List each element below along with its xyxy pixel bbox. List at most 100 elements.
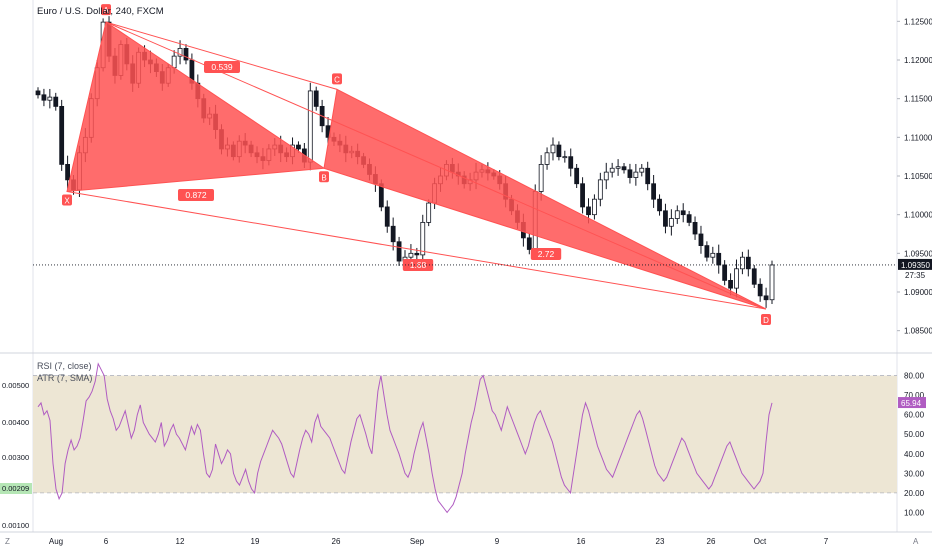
candle-down — [35, 90, 41, 96]
time-tick-label: 6 — [104, 537, 109, 546]
countdown-bg — [898, 269, 932, 280]
candle-up — [420, 221, 426, 256]
ratio-badge — [204, 61, 240, 73]
candle-up — [544, 152, 550, 165]
time-tick-label: 12 — [176, 537, 185, 546]
rsi-tick-label: 10.00 — [904, 508, 925, 517]
candle-down — [692, 221, 698, 235]
rsi-tick-label: 60.00 — [904, 411, 925, 420]
candle-down — [716, 252, 722, 266]
candle-up — [615, 166, 621, 169]
candle-down — [396, 241, 402, 262]
ratio-text: 1.68 — [410, 260, 427, 270]
candle-down — [41, 94, 47, 101]
rsi-tick-label: 30.00 — [904, 469, 925, 478]
ratio-text: 0.539 — [211, 62, 233, 72]
pattern-triangle-bcd — [323, 88, 767, 310]
candle-down — [751, 268, 757, 285]
candle-up — [177, 48, 183, 57]
countdown-value: 27:35 — [905, 271, 926, 280]
candle-down — [53, 96, 59, 107]
candle-down — [645, 167, 651, 185]
price-tick-label: 1.09000 — [904, 288, 932, 297]
price-tick-label: 1.12500 — [904, 17, 932, 26]
price-tick-label: 1.10000 — [904, 211, 932, 220]
pattern-triangle-xab — [66, 21, 326, 193]
candle-up — [538, 163, 544, 192]
candle-up — [769, 264, 775, 301]
ratio-label: 0.872 — [178, 189, 214, 201]
rsi-line — [37, 362, 773, 514]
price-tick-label: 1.11000 — [904, 133, 932, 142]
candle-down — [745, 256, 751, 270]
last-price-value: 1.09350 — [901, 261, 930, 270]
candle-down — [296, 144, 301, 150]
candle-down — [698, 233, 704, 246]
rsi-tick-label: 70.00 — [904, 391, 925, 400]
candle-down — [586, 206, 591, 216]
candle-up — [562, 156, 568, 159]
price-tick-label: 1.12000 — [904, 56, 932, 65]
candle-up — [592, 198, 597, 216]
pivot-b: B — [319, 171, 329, 183]
candle-down — [574, 167, 580, 185]
candle-down — [728, 279, 733, 289]
atr-tick-label: 0.00300 — [2, 453, 29, 462]
rsi-tick-label: 40.00 — [904, 450, 925, 459]
atr-value-badge — [0, 483, 32, 494]
time-tick-label: 19 — [251, 537, 260, 546]
ratio-badge — [178, 189, 214, 201]
time-tick-label: 7 — [824, 537, 829, 546]
candle-up — [609, 167, 615, 173]
rsi-value: 65.94 — [901, 399, 922, 408]
candle-down — [65, 163, 70, 181]
ratio-label: 0.539 — [204, 61, 240, 73]
pivot-label-text: C — [334, 75, 340, 84]
candle-down — [627, 169, 633, 178]
pivot-badge — [319, 171, 329, 183]
price-tick-label: 1.11500 — [904, 95, 932, 104]
candle-down — [313, 90, 319, 107]
candle-down — [580, 183, 585, 208]
pattern-line-ac — [105, 21, 338, 90]
candle-down — [757, 283, 763, 297]
rsi-tick-label: 20.00 — [904, 489, 925, 498]
candle-down — [763, 295, 769, 301]
candle-down — [59, 106, 65, 165]
pivot-a: A — [101, 4, 111, 16]
candle-down — [526, 237, 532, 250]
candle-down — [384, 206, 390, 227]
time-tick-label: 16 — [577, 537, 586, 546]
candle-up — [426, 202, 432, 223]
candle-down — [556, 144, 562, 158]
time-tick-label: 9 — [495, 537, 500, 546]
time-axis-right-marker: A — [913, 537, 919, 546]
candle-up — [47, 96, 53, 101]
pivot-c: C — [332, 73, 342, 85]
candle-down — [390, 225, 396, 243]
candle-up — [550, 144, 556, 154]
candle-up — [633, 171, 639, 178]
candle-up — [597, 179, 603, 200]
pattern-line-xd — [66, 190, 767, 310]
time-tick-label: 23 — [656, 537, 665, 546]
pivot-badge — [332, 73, 342, 85]
price-tick-label: 1.08500 — [904, 327, 932, 336]
candle-up — [171, 55, 177, 69]
atr-tick-label: 0.00100 — [2, 521, 29, 530]
last-price-badge — [898, 258, 932, 270]
ratio-text: 0.872 — [185, 190, 207, 200]
candle-up — [710, 252, 716, 258]
pivot-label-text: A — [103, 6, 109, 15]
candle-down — [722, 264, 728, 281]
candle-up — [668, 218, 674, 227]
time-tick-label: 26 — [332, 537, 341, 546]
rsi-tick-label: 50.00 — [904, 430, 925, 439]
time-tick-label: Oct — [754, 537, 767, 546]
ratio-label: 2.72 — [530, 248, 562, 260]
candle-down — [704, 245, 710, 258]
rsi-value-badge — [898, 397, 926, 409]
rsi-label: RSI (7, close) — [37, 361, 92, 371]
pivot-d: D — [761, 314, 771, 326]
